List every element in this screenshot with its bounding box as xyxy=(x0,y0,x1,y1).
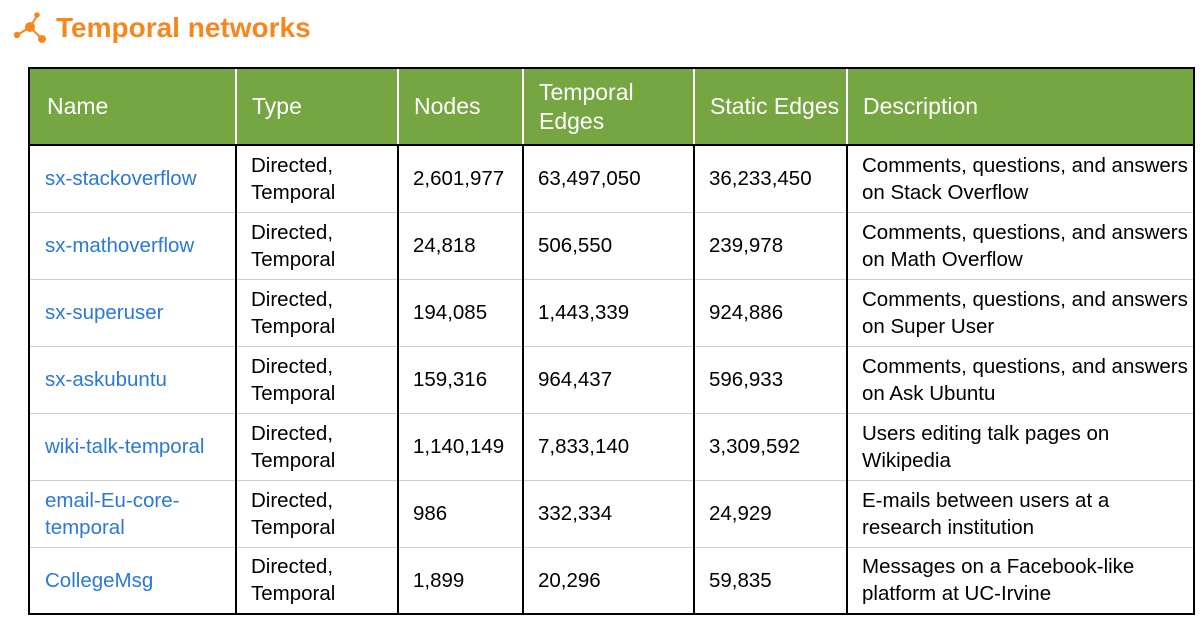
static-edges-cell: 59,835 xyxy=(693,547,847,615)
type-cell: Directed, Temporal xyxy=(235,212,398,280)
nodes-cell: 986 xyxy=(397,480,523,548)
table-row: CollegeMsg Directed, Temporal 1,899 20,2… xyxy=(28,547,1195,615)
nodes-cell: 1,899 xyxy=(397,547,523,615)
column-header-type: Type xyxy=(235,67,398,146)
table-row: sx-mathoverflow Directed, Temporal 24,81… xyxy=(28,212,1195,280)
table-row: sx-superuser Directed, Temporal 194,085 … xyxy=(28,279,1195,347)
table-row: sx-askubuntu Directed, Temporal 159,316 … xyxy=(28,346,1195,414)
description-cell: Comments, questions, and answers on Supe… xyxy=(846,279,1195,347)
table-row: sx-stackoverflow Directed, Temporal 2,60… xyxy=(28,145,1195,213)
temporal-edges-cell: 964,437 xyxy=(522,346,694,414)
table-row: wiki-talk-temporal Directed, Temporal 1,… xyxy=(28,413,1195,481)
temporal-edges-cell: 1,443,339 xyxy=(522,279,694,347)
type-cell: Directed, Temporal xyxy=(235,346,398,414)
description-cell: Messages on a Facebook-like platform at … xyxy=(846,547,1195,615)
static-edges-cell: 239,978 xyxy=(693,212,847,280)
dataset-link[interactable]: CollegeMsg xyxy=(45,568,154,592)
dataset-link[interactable]: sx-mathoverflow xyxy=(45,234,195,257)
static-edges-cell: 3,309,592 xyxy=(693,413,847,481)
dataset-link[interactable]: sx-superuser xyxy=(45,301,164,324)
nodes-cell: 2,601,977 xyxy=(397,145,523,213)
nodes-cell: 1,140,149 xyxy=(397,413,523,481)
description-cell: Comments, questions, and answers on Math… xyxy=(846,212,1195,280)
static-edges-cell: 596,933 xyxy=(693,346,847,414)
description-cell: Comments, questions, and answers on Ask … xyxy=(846,346,1195,414)
name-cell: sx-stackoverflow xyxy=(28,145,236,213)
description-cell: Comments, questions, and answers on Stac… xyxy=(846,145,1195,213)
name-cell: wiki-talk-temporal xyxy=(28,413,236,481)
molecule-nodes-icon xyxy=(13,12,46,43)
dataset-link[interactable]: email-Eu-core-temporal xyxy=(45,488,180,539)
temporal-edges-cell: 332,334 xyxy=(522,480,694,548)
name-cell: sx-mathoverflow xyxy=(28,212,236,280)
temporal-edges-cell: 7,833,140 xyxy=(522,413,694,481)
dataset-link[interactable]: wiki-talk-temporal xyxy=(45,435,205,458)
table-row: email-Eu-core-temporal Directed, Tempora… xyxy=(28,480,1195,548)
static-edges-cell: 36,233,450 xyxy=(693,145,847,213)
description-cell: E-mails between users at a research inst… xyxy=(846,480,1195,548)
table-header-row: Name Type Nodes Temporal Edges Static Ed… xyxy=(28,67,1195,146)
type-cell: Directed, Temporal xyxy=(235,547,398,615)
name-cell: sx-superuser xyxy=(28,279,236,347)
nodes-cell: 24,818 xyxy=(397,212,523,280)
temporal-edges-cell: 20,296 xyxy=(522,547,694,615)
datasets-table: Name Type Nodes Temporal Edges Static Ed… xyxy=(28,67,1195,615)
column-header-temporal-edges: Temporal Edges xyxy=(522,67,694,146)
nodes-cell: 159,316 xyxy=(397,346,523,414)
type-cell: Directed, Temporal xyxy=(235,413,398,481)
column-header-static-edges: Static Edges xyxy=(693,67,847,146)
nodes-cell: 194,085 xyxy=(397,279,523,347)
dataset-link[interactable]: sx-stackoverflow xyxy=(45,167,197,191)
dataset-link[interactable]: sx-askubuntu xyxy=(45,368,167,391)
column-header-description: Description xyxy=(846,67,1195,146)
name-cell: sx-askubuntu xyxy=(28,346,236,414)
name-cell: email-Eu-core-temporal xyxy=(28,480,236,548)
temporal-edges-cell: 63,497,050 xyxy=(522,145,694,213)
page-title: Temporal networks xyxy=(56,12,311,43)
static-edges-cell: 24,929 xyxy=(693,480,847,548)
static-edges-cell: 924,886 xyxy=(693,279,847,347)
type-cell: Directed, Temporal xyxy=(235,145,398,213)
temporal-edges-cell: 506,550 xyxy=(522,212,694,280)
description-cell: Users editing talk pages on Wikipedia xyxy=(846,413,1195,481)
column-header-nodes: Nodes xyxy=(397,67,523,146)
name-cell: CollegeMsg xyxy=(28,547,236,615)
page-header: Temporal networks xyxy=(10,8,311,48)
type-cell: Directed, Temporal xyxy=(235,279,398,347)
type-cell: Directed, Temporal xyxy=(235,480,398,548)
column-header-name: Name xyxy=(28,67,236,146)
